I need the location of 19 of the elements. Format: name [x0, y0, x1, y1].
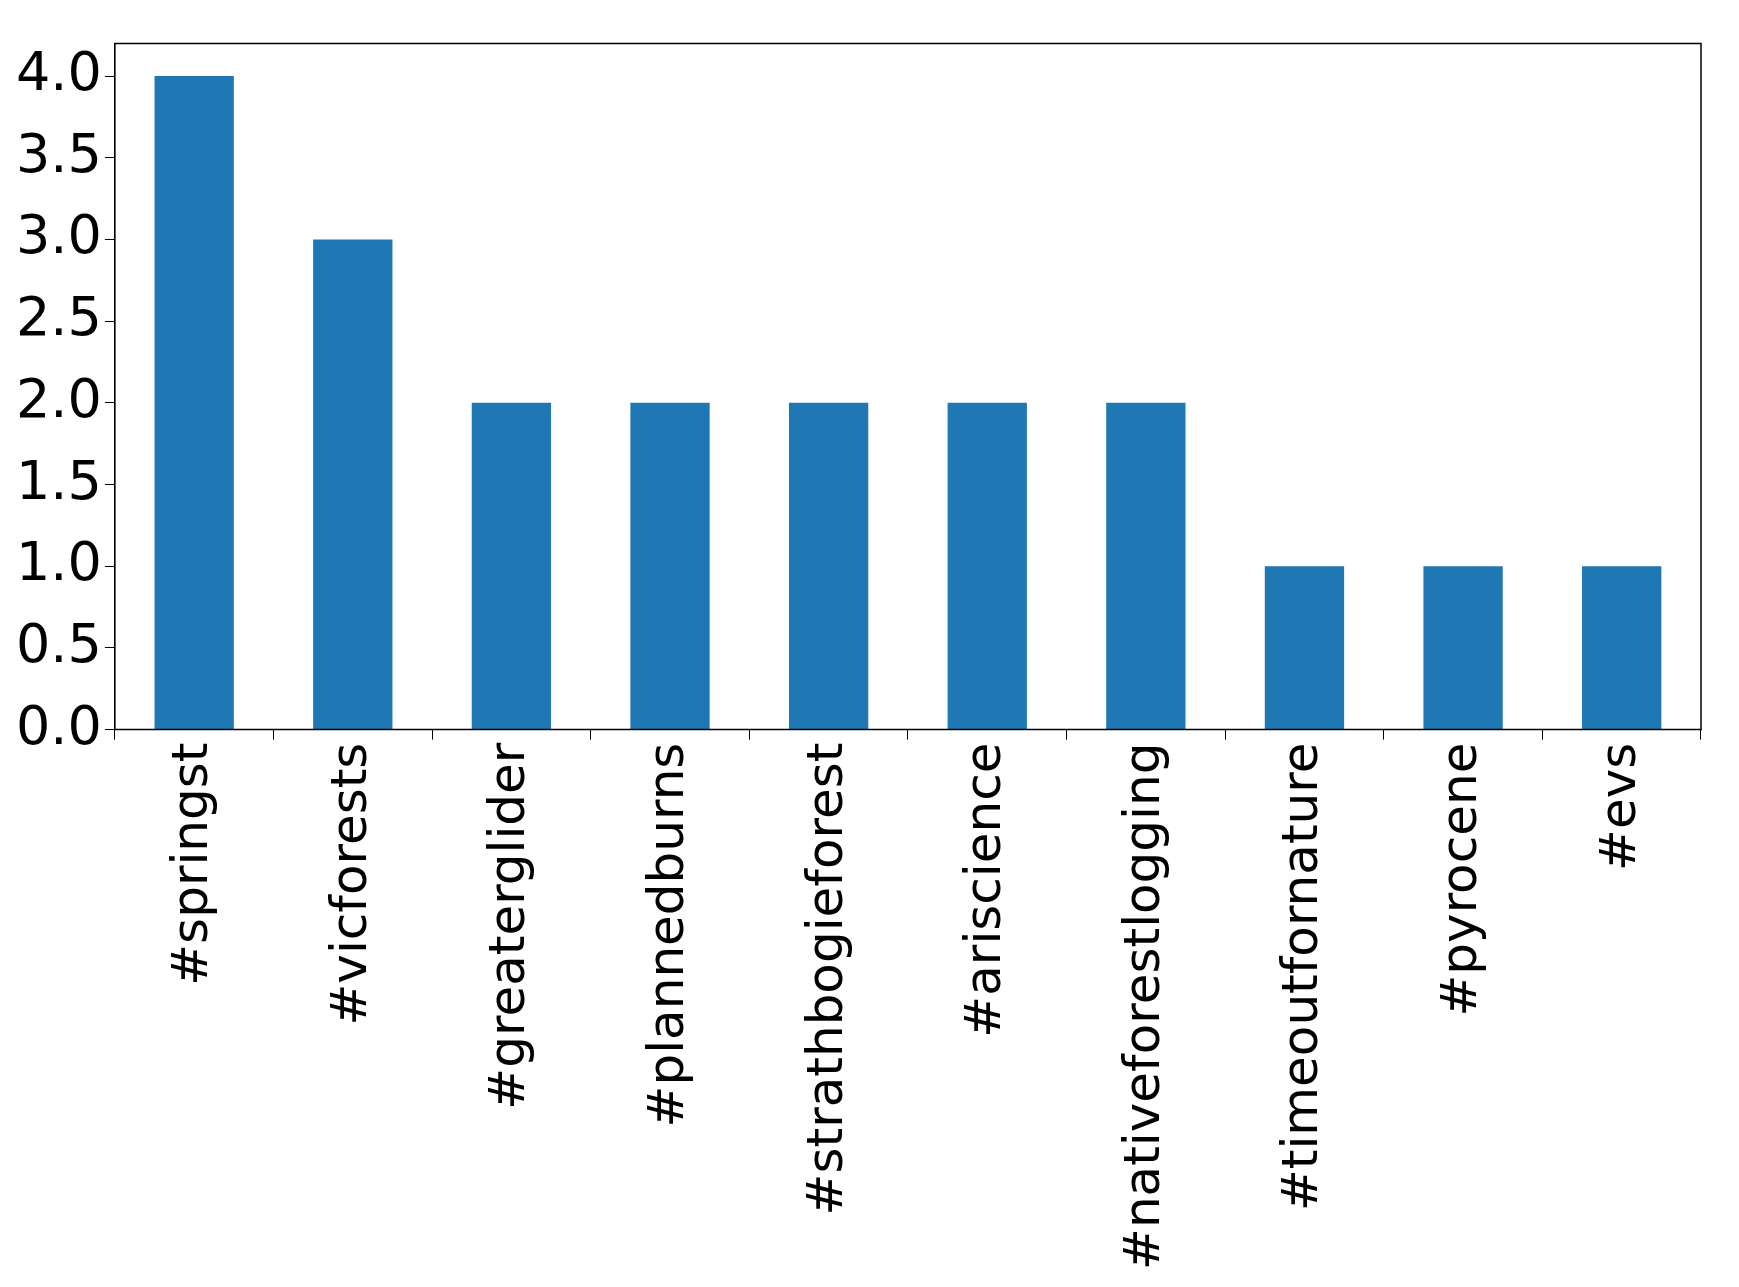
x-tick-label: #strathbogieforest: [795, 742, 854, 1216]
x-tick-label: #nativeforestlogging: [1112, 742, 1171, 1270]
x-tick-label: #pyrocene: [1430, 742, 1489, 1017]
y-tick-label: 4.0: [15, 40, 102, 104]
x-tick-label: #plannedburns: [637, 742, 696, 1128]
x-tick-label: #springst: [161, 742, 220, 986]
x-tick-label: #ariscience: [954, 742, 1013, 1038]
x-tick-label: #timeoutfornature: [1271, 742, 1330, 1212]
y-tick-label: 3.0: [15, 203, 102, 267]
y-tick-label: 2.5: [15, 285, 102, 349]
y-tick-label: 2.0: [15, 366, 102, 430]
x-tick-label: #vicforests: [319, 742, 378, 1026]
x-tick-label: #greaterglider: [478, 742, 537, 1110]
y-tick-label: 1.0: [15, 530, 102, 594]
y-tick-label: 0.0: [15, 693, 102, 757]
y-tick-label: 1.5: [15, 448, 102, 512]
y-tick-label: 3.5: [15, 121, 102, 185]
x-tick-label: #evs: [1588, 742, 1647, 871]
y-tick-label: 0.5: [15, 611, 102, 675]
